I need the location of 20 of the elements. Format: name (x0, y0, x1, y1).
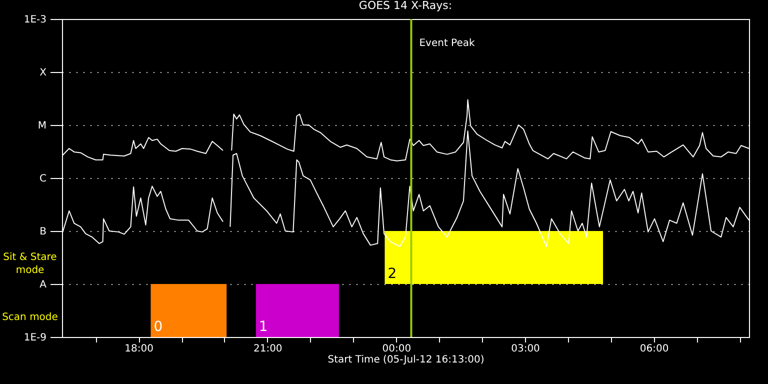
text: Sit & Stare mode (3, 252, 57, 276)
x-tick-label: 06:00 (640, 344, 669, 354)
x-tick-label: 21:00 (253, 344, 282, 354)
y-tick-label: M (38, 120, 46, 132)
y-tick-label: 1E-3 (24, 14, 46, 26)
band-label: 2 (388, 266, 397, 282)
x-axis-title: Start Time (05-Jul-12 16:13:00) (328, 354, 484, 366)
y-tick-label: X (40, 68, 47, 78)
y-tick-label: 1E-9 (24, 332, 46, 344)
band-label: 0 (154, 319, 163, 335)
x-tick-label: 03:00 (511, 344, 540, 354)
ref-line-label: Event Peak (419, 38, 476, 49)
y-tick-label: B (40, 226, 47, 238)
y-tick-label: A (40, 280, 47, 290)
band-label: 1 (258, 319, 268, 335)
chart-title: GOES 14 X-Rays: (358, 0, 452, 12)
x-tick-label: 18:00 (124, 344, 154, 354)
x-tick-label: 00:00 (382, 344, 412, 354)
y-tick-label: C (40, 174, 47, 184)
text: Scan mode (2, 312, 58, 323)
